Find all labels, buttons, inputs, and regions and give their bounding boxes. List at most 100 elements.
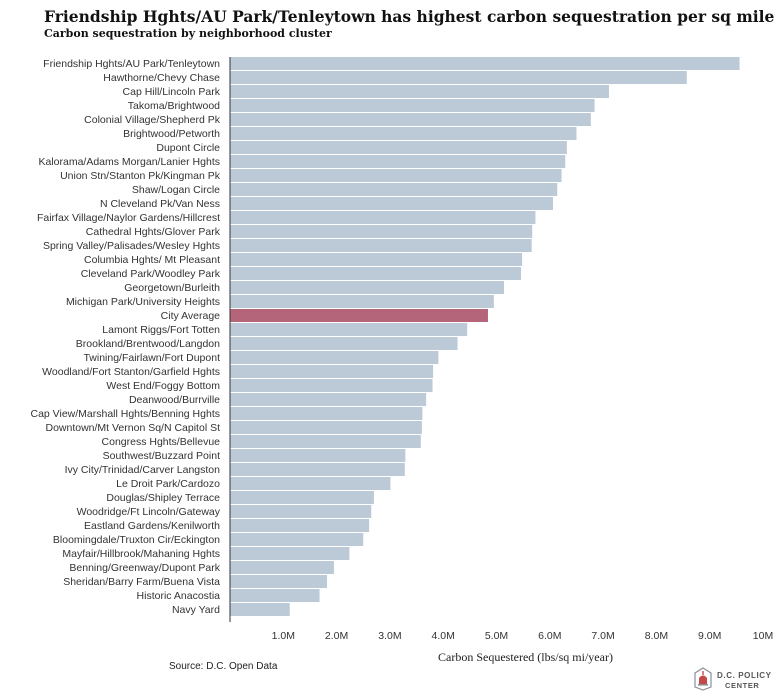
category-label: Lamont Riggs/Fort Totten bbox=[102, 324, 220, 336]
bar-city-average bbox=[230, 309, 488, 322]
bar bbox=[230, 421, 422, 434]
category-label: Cathedral Hghts/Glover Park bbox=[86, 226, 221, 238]
bar bbox=[230, 99, 595, 112]
category-label: West End/Foggy Bottom bbox=[106, 380, 220, 392]
bar bbox=[230, 267, 522, 280]
bar bbox=[230, 337, 458, 350]
bar bbox=[230, 253, 523, 266]
category-label: Sheridan/Barry Farm/Buena Vista bbox=[63, 576, 220, 588]
bar bbox=[230, 365, 434, 378]
category-label: Brookland/Brentwood/Langdon bbox=[76, 338, 220, 350]
category-label: Union Stn/Stanton Pk/Kingman Pk bbox=[60, 170, 221, 182]
category-label: Woodridge/Ft Lincoln/Gateway bbox=[77, 506, 221, 518]
x-tick-label: 2.0M bbox=[325, 630, 348, 642]
bar bbox=[230, 547, 350, 560]
category-label: Downtown/Mt Vernon Sq/N Capitol St bbox=[45, 422, 220, 434]
bar bbox=[230, 211, 536, 224]
x-tick-label: 3.0M bbox=[378, 630, 401, 642]
bar bbox=[230, 71, 687, 84]
category-label: Dupont Circle bbox=[156, 142, 220, 154]
bar bbox=[230, 477, 391, 490]
bar bbox=[230, 533, 364, 546]
category-label: Congress Hghts/Bellevue bbox=[102, 436, 221, 448]
bar bbox=[230, 169, 562, 182]
category-label: Spring Valley/Palisades/Wesley Hghts bbox=[43, 240, 220, 252]
bar bbox=[230, 323, 468, 336]
category-label: Twining/Fairlawn/Fort Dupont bbox=[83, 352, 220, 364]
category-label: Cleveland Park/Woodley Park bbox=[81, 268, 221, 280]
bar bbox=[230, 463, 405, 476]
category-label: Georgetown/Burleith bbox=[124, 282, 220, 294]
category-label: Michigan Park/University Heights bbox=[66, 296, 220, 308]
bar bbox=[230, 519, 370, 532]
bar bbox=[230, 393, 427, 406]
x-tick-label: 1.0M bbox=[272, 630, 295, 642]
x-tick-label: 4.0M bbox=[432, 630, 455, 642]
bar bbox=[230, 351, 439, 364]
bar bbox=[230, 449, 406, 462]
bar bbox=[230, 239, 532, 252]
bars-group bbox=[230, 57, 740, 616]
category-label: Deanwood/Burrville bbox=[129, 394, 220, 406]
bar bbox=[230, 435, 421, 448]
bar bbox=[230, 589, 320, 602]
category-label: N Cleveland Pk/Van Ness bbox=[100, 198, 220, 210]
category-label: Friendship Hghts/AU Park/Tenleytown bbox=[43, 58, 220, 70]
category-label: City Average bbox=[161, 310, 220, 322]
category-label: Colonial Village/Shepherd Pk bbox=[84, 114, 221, 126]
category-labels-group: Friendship Hghts/AU Park/Tenleytown Hawth… bbox=[31, 58, 221, 616]
x-tick-label: 5.0M bbox=[485, 630, 508, 642]
logo-text-line2: CENTER bbox=[725, 681, 760, 690]
x-tick-label: 10M bbox=[753, 630, 773, 642]
bar bbox=[230, 407, 423, 420]
category-label: Cap View/Marshall Hghts/Benning Hghts bbox=[31, 408, 221, 420]
x-axis-label: Carbon Sequestered (lbs/sq mi/year) bbox=[438, 650, 613, 664]
category-label: Mayfair/Hillbrook/Mahaning Hghts bbox=[62, 548, 220, 560]
bar bbox=[230, 505, 372, 518]
category-label: Ivy City/Trinidad/Carver Langston bbox=[65, 464, 221, 476]
category-label: Kalorama/Adams Morgan/Lanier Hghts bbox=[38, 156, 220, 168]
x-tick-label: 8.0M bbox=[645, 630, 668, 642]
source-note: Source: D.C. Open Data bbox=[169, 661, 278, 672]
bar bbox=[230, 379, 433, 392]
chart-title: Friendship Hghts/AU Park/Tenleytown has … bbox=[44, 7, 775, 26]
bar bbox=[230, 575, 328, 588]
category-label: Hawthorne/Chevy Chase bbox=[103, 72, 220, 84]
dc-policy-center-logo: D.C. POLICY CENTER bbox=[693, 664, 773, 694]
category-label: Shaw/Logan Circle bbox=[132, 184, 220, 196]
x-tick-label: 9.0M bbox=[698, 630, 721, 642]
bar bbox=[230, 225, 533, 238]
category-label: Woodland/Fort Stanton/Garfield Hghts bbox=[42, 366, 220, 378]
bar bbox=[230, 127, 577, 140]
bar bbox=[230, 197, 553, 210]
bar bbox=[230, 183, 558, 196]
chart-subtitle: Carbon sequestration by neighborhood clu… bbox=[44, 27, 332, 40]
category-label: Cap Hill/Lincoln Park bbox=[123, 86, 221, 98]
bar bbox=[230, 141, 567, 154]
bar bbox=[230, 295, 494, 308]
category-label: Southwest/Buzzard Point bbox=[103, 450, 220, 462]
x-tick-label: 7.0M bbox=[591, 630, 614, 642]
bar bbox=[230, 57, 740, 70]
category-label: Benning/Greenway/Dupont Park bbox=[69, 562, 220, 574]
bar bbox=[230, 155, 566, 168]
bar bbox=[230, 491, 374, 504]
category-label: Takoma/Brightwood bbox=[128, 100, 220, 112]
category-label: Brightwood/Petworth bbox=[123, 128, 220, 140]
category-label: Fairfax Village/Naylor Gardens/Hillcrest bbox=[37, 212, 220, 224]
category-label: Le Droit Park/Cardozo bbox=[116, 478, 220, 490]
bar bbox=[230, 113, 591, 126]
category-label: Douglas/Shipley Terrace bbox=[106, 492, 220, 504]
category-label: Eastland Gardens/Kenilworth bbox=[84, 520, 220, 532]
bar bbox=[230, 85, 609, 98]
logo-text-line1: D.C. POLICY bbox=[717, 671, 772, 680]
category-label: Navy Yard bbox=[172, 604, 220, 616]
bar bbox=[230, 281, 504, 294]
bar bbox=[230, 603, 290, 616]
category-label: Columbia Hghts/ Mt Pleasant bbox=[84, 254, 220, 266]
x-tick-label: 6.0M bbox=[538, 630, 561, 642]
x-axis-ticks-group: 1.0M 2.0M 3.0M 4.0M 5.0M 6.0M 7.0M 8.0M 9.0M 10M bbox=[272, 630, 774, 642]
capitol-dome-icon bbox=[694, 667, 712, 691]
category-label: Bloomingdale/Truxton Cir/Eckington bbox=[53, 534, 220, 546]
